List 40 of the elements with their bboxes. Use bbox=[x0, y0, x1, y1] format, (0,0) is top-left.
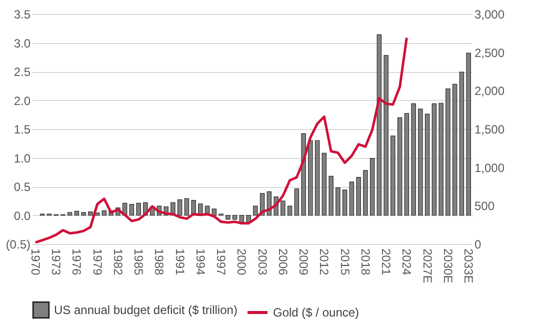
y2-tick-label: 500 bbox=[474, 199, 495, 214]
y-tick-label: (0.5) bbox=[6, 238, 30, 252]
x-tick-label: 2006 bbox=[276, 248, 290, 276]
legend-label: US annual budget deficit ($ trillion) bbox=[54, 303, 238, 317]
x-tick-label: 2003 bbox=[255, 248, 270, 276]
y2-tick-label: 2,000 bbox=[474, 84, 505, 98]
y-tick-label: 0.0 bbox=[14, 208, 31, 223]
y-tick-label: 0.5 bbox=[14, 180, 31, 194]
x-tick-label: 2030E bbox=[440, 248, 455, 284]
x-tick-label: 2021 bbox=[379, 248, 394, 276]
legend-label: Gold ($ / ounce) bbox=[273, 306, 360, 320]
x-tick-label: 1973 bbox=[49, 248, 64, 276]
x-tick-label: 1985 bbox=[132, 248, 146, 276]
x-tick-label: 1970 bbox=[28, 248, 42, 276]
x-tick-label: 2012 bbox=[317, 248, 332, 276]
x-tick-label: 1988 bbox=[152, 248, 166, 276]
x-tick-label: 2009 bbox=[296, 248, 311, 276]
y2-tick-label: 1,500 bbox=[474, 122, 505, 136]
x-tick-label: 1991 bbox=[172, 248, 187, 276]
x-tick-label: 2033E bbox=[462, 248, 476, 284]
y2-tick-label: 0 bbox=[474, 238, 482, 252]
y-tick-label: 3.0 bbox=[14, 36, 31, 50]
x-tick-label: 1997 bbox=[214, 248, 228, 276]
x-tick-label: 2024 bbox=[400, 248, 414, 276]
y-tick-label: 2.5 bbox=[14, 65, 31, 79]
y2-tick-label: 3,000 bbox=[474, 8, 505, 22]
y-tick-label: 3.5 bbox=[14, 8, 31, 22]
x-tick-label: 1982 bbox=[110, 248, 125, 276]
x-tick-label: 2015 bbox=[338, 248, 352, 276]
x-tick-label: 1979 bbox=[90, 248, 104, 276]
x-tick-label: 2000 bbox=[234, 248, 249, 276]
y2-tick-label: 1,000 bbox=[474, 160, 505, 175]
x-tick-label: 1976 bbox=[70, 248, 84, 276]
y2-tick-label: 2,500 bbox=[474, 46, 505, 60]
x-tick-label: 2018 bbox=[358, 248, 372, 276]
y-tick-label: 2.0 bbox=[14, 94, 31, 108]
x-tick-label: 1994 bbox=[193, 248, 208, 276]
y-tick-label: 1.0 bbox=[14, 151, 31, 166]
y-tick-label: 1.5 bbox=[14, 122, 31, 136]
x-tick-label: 2027E bbox=[420, 248, 434, 284]
